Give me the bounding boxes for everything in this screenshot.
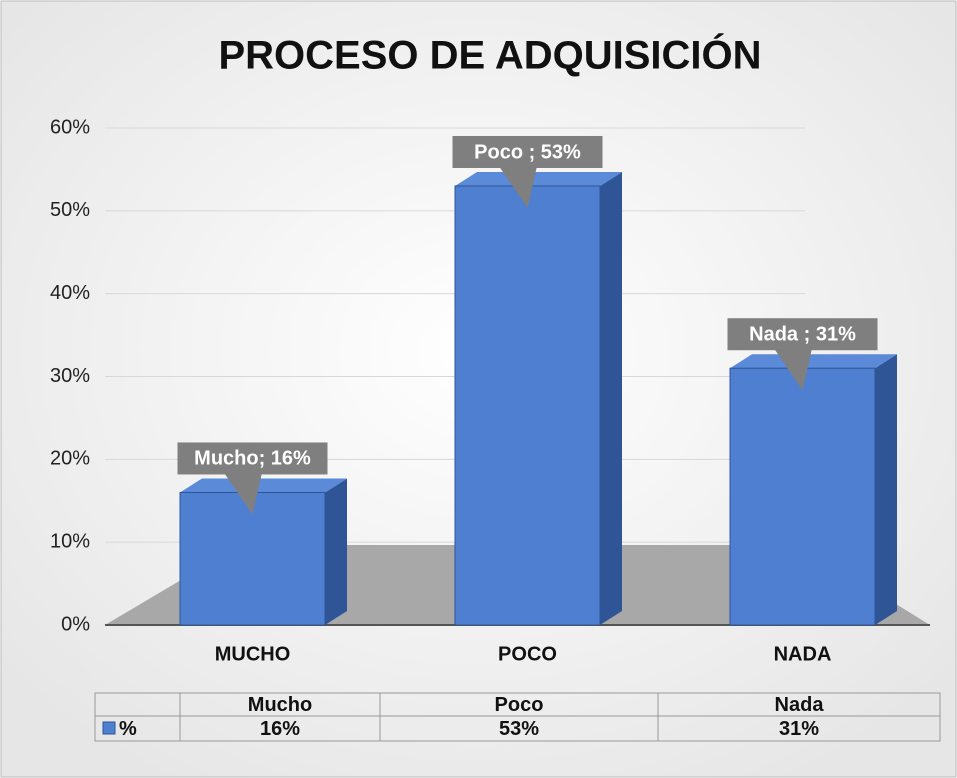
- bar-top: [455, 171, 622, 186]
- bar-side: [600, 171, 622, 625]
- bar: [179, 491, 326, 626]
- legend-label: %: [119, 718, 137, 740]
- data-label: Mucho; 16%: [194, 448, 311, 470]
- table-frame: [94, 692, 941, 742]
- x-tick-label: MUCHO: [215, 643, 291, 665]
- y-tick-label: 0%: [61, 613, 90, 635]
- table-cell: 16%: [260, 718, 300, 740]
- data-label-box: [727, 318, 878, 351]
- y-tick-label: 50%: [50, 199, 90, 221]
- y-tick-label: 20%: [50, 448, 90, 470]
- bar: [454, 185, 601, 626]
- legend-swatch: [102, 721, 116, 735]
- data-label-pointer: [222, 470, 263, 515]
- table-header: Poco: [495, 694, 544, 716]
- table-cell: 53%: [499, 718, 539, 740]
- table-header: Mucho: [248, 694, 312, 716]
- data-label: Poco ; 53%: [474, 141, 581, 163]
- data-label: Nada ; 31%: [749, 323, 856, 345]
- bar-top: [730, 354, 897, 369]
- bar: [729, 367, 876, 626]
- data-label-pointer: [772, 346, 813, 391]
- data-label-pointer: [497, 163, 538, 208]
- bar-side: [325, 478, 347, 625]
- bar-side: [875, 354, 897, 625]
- data-label-box: [452, 135, 603, 168]
- x-tick-label: NADA: [774, 643, 832, 665]
- table-header: Nada: [775, 694, 825, 716]
- y-tick-label: 30%: [50, 365, 90, 387]
- chart-title: PROCESO DE ADQUISICIÓN: [218, 32, 761, 78]
- x-tick-label: POCO: [498, 643, 557, 665]
- y-tick-label: 40%: [50, 282, 90, 304]
- y-tick-label: 60%: [50, 116, 90, 138]
- bar-top: [180, 478, 347, 493]
- table-cell: 31%: [779, 718, 819, 740]
- data-label-box: [177, 442, 328, 475]
- y-tick-label: 10%: [50, 530, 90, 552]
